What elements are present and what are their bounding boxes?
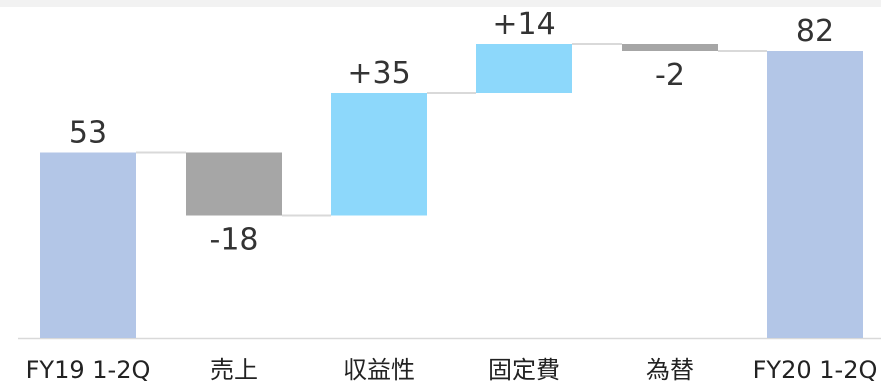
value-label: 82 <box>796 14 834 49</box>
top-band <box>0 0 881 7</box>
bar-total <box>767 51 863 338</box>
category-label: 固定費 <box>488 356 560 384</box>
bar-increase <box>476 44 572 93</box>
bar-decrease <box>186 152 282 216</box>
category-label: FY19 1-2Q <box>26 356 151 384</box>
category-label: 売上 <box>210 356 258 384</box>
category-label: 為替 <box>646 356 694 384</box>
value-label: -2 <box>655 58 685 93</box>
category-label: FY20 1-2Q <box>753 356 878 384</box>
value-label: -18 <box>210 223 259 258</box>
bar-decrease <box>622 44 718 51</box>
value-label: 53 <box>69 116 107 151</box>
bar-total <box>40 152 136 338</box>
bar-increase <box>331 93 427 216</box>
value-label: +35 <box>347 56 410 91</box>
category-label: 収益性 <box>343 356 415 384</box>
value-label: +14 <box>492 7 555 42</box>
